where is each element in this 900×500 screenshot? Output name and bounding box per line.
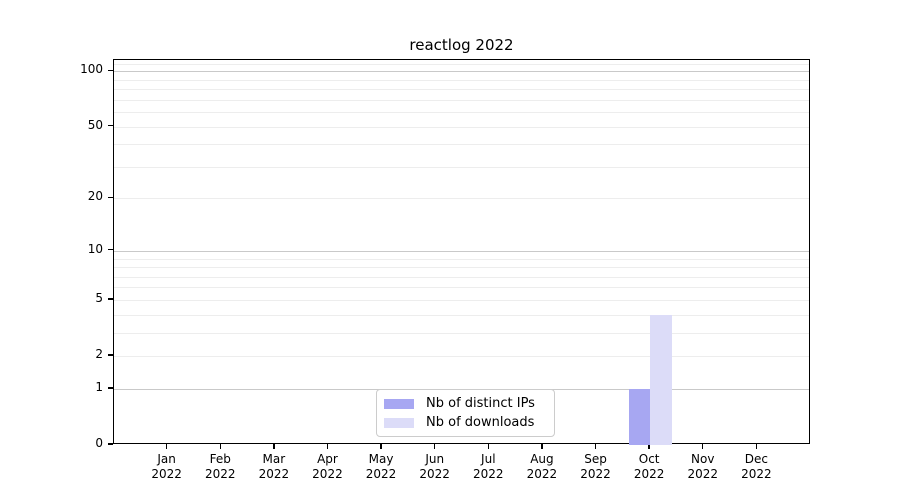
x-axis-tick-label: Apr 2022: [300, 452, 354, 482]
minor-gridline: [114, 258, 809, 260]
minor-gridline: [114, 356, 809, 358]
x-axis-tick-label: Mar 2022: [247, 452, 301, 482]
x-axis-tick-year: 2022: [741, 467, 772, 481]
minor-gridline: [114, 126, 809, 128]
bar-nb-of-distinct-ips: [628, 388, 651, 445]
legend-swatch-icon: [384, 398, 414, 409]
y-axis-tick: [108, 69, 113, 71]
y-axis-tick-label: 100: [80, 62, 103, 77]
x-axis-tick-label: Jun 2022: [408, 452, 462, 482]
legend-item: Nb of distinct IPs: [384, 396, 554, 411]
x-axis-tick-label: Jul 2022: [461, 452, 515, 482]
minor-gridline: [114, 276, 809, 278]
x-axis-tick: [594, 444, 597, 449]
y-axis-tick-label: 20: [87, 189, 103, 204]
x-axis-tick-year: 2022: [473, 467, 504, 481]
legend: Nb of distinct IPs Nb of downloads: [376, 389, 555, 437]
x-axis-tick-label: Aug 2022: [515, 452, 569, 482]
x-axis-tick-label: Jan 2022: [140, 452, 194, 482]
plot-area: [113, 59, 810, 445]
x-axis-tick: [326, 444, 329, 449]
x-axis-tick-year: 2022: [419, 467, 450, 481]
x-axis-tick-year: 2022: [687, 467, 719, 481]
x-axis-tick-label: Oct 2022: [622, 452, 676, 482]
minor-gridline: [114, 198, 809, 200]
y-axis-tick: [108, 443, 113, 445]
x-axis-tick-label: Feb 2022: [193, 452, 247, 482]
x-axis-tick: [702, 444, 704, 449]
y-axis-tick: [108, 196, 113, 199]
minor-gridline: [114, 112, 809, 114]
x-axis-tick: [541, 444, 543, 449]
x-axis-tick-label: Nov 2022: [676, 452, 730, 482]
y-axis-tick-label: 2: [95, 347, 103, 362]
minor-gridline: [114, 63, 809, 65]
x-axis-tick-label: Sep 2022: [569, 452, 623, 482]
y-axis-tick: [108, 387, 113, 389]
minor-gridline: [114, 79, 809, 81]
minor-gridline: [114, 166, 809, 168]
legend-label: Nb of downloads: [426, 415, 535, 430]
minor-gridline: [114, 99, 809, 101]
y-axis-tick-label: 1: [95, 379, 103, 394]
legend-item: Nb of downloads: [384, 415, 554, 430]
minor-gridline: [114, 287, 809, 289]
y-axis-tick-label: 10: [87, 241, 103, 256]
x-axis-tick: [648, 444, 650, 449]
y-axis-tick: [108, 124, 113, 127]
x-axis-tick-year: 2022: [633, 467, 665, 481]
minor-gridline: [114, 267, 809, 269]
y-axis-tick-label: 0: [95, 436, 103, 450]
x-axis-tick: [219, 444, 221, 449]
legend-swatch-icon: [384, 417, 414, 428]
x-axis-tick: [433, 444, 436, 449]
x-axis-tick-year: 2022: [151, 467, 182, 481]
x-axis-tick-year: 2022: [258, 467, 290, 481]
minor-gridline: [114, 314, 809, 316]
x-axis-tick-year: 2022: [526, 467, 558, 481]
x-axis-tick-year: 2022: [312, 467, 343, 481]
minor-gridline: [114, 299, 809, 301]
x-axis-tick-year: 2022: [365, 467, 397, 481]
x-axis-tick: [487, 444, 489, 449]
chart-title: reactlog 2022: [409, 36, 514, 54]
major-gridline: [114, 71, 809, 73]
minor-gridline: [114, 144, 809, 146]
y-axis-tick: [108, 354, 113, 356]
y-axis-tick: [108, 298, 113, 300]
y-axis-tick-label: 5: [95, 290, 103, 305]
x-axis-tick: [165, 444, 168, 449]
bar-nb-of-downloads: [650, 314, 672, 445]
minor-gridline: [114, 89, 809, 91]
x-axis-tick-label: May 2022: [354, 452, 408, 482]
y-axis-tick: [108, 249, 113, 251]
x-axis-tick-year: 2022: [204, 467, 236, 481]
minor-gridline: [114, 332, 809, 334]
major-gridline: [114, 250, 809, 252]
x-axis-tick: [380, 444, 382, 449]
y-axis-tick-label: 50: [87, 117, 103, 132]
legend-label: Nb of distinct IPs: [426, 396, 535, 411]
x-axis-tick: [273, 444, 275, 449]
x-axis-tick-label: Dec 2022: [729, 452, 783, 482]
x-axis-tick: [755, 444, 758, 449]
x-axis-tick-year: 2022: [580, 467, 611, 481]
